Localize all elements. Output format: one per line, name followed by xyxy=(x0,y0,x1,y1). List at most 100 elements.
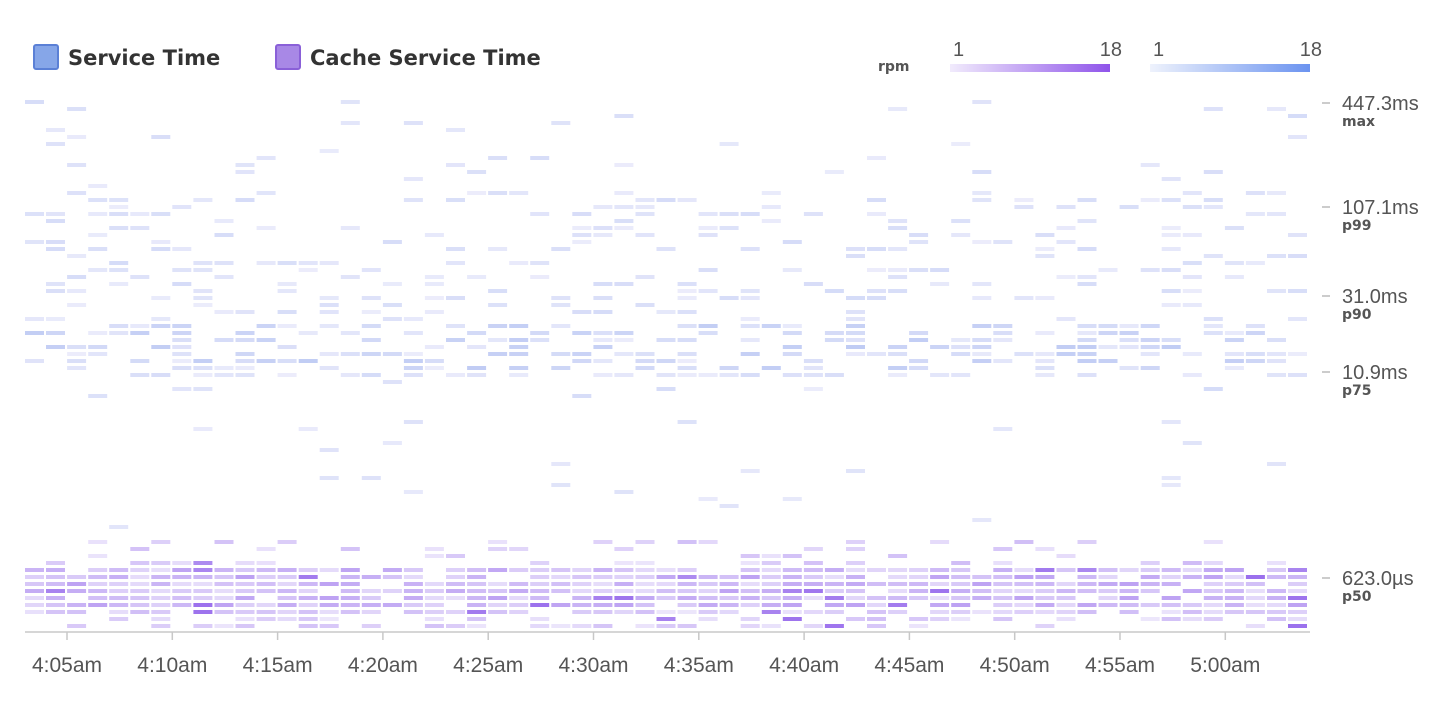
heatmap-cell xyxy=(425,624,444,628)
legend-item-service-time[interactable]: Service Time xyxy=(34,45,220,70)
heatmap-cell xyxy=(1057,275,1076,279)
heatmap-cell xyxy=(446,589,465,593)
heatmap-cell xyxy=(404,610,423,614)
heatmap-cell xyxy=(67,303,86,307)
heatmap-cell xyxy=(593,575,612,579)
heatmap-cell xyxy=(593,596,612,600)
heatmap-cell xyxy=(1288,603,1307,607)
heatmap-cell xyxy=(130,575,149,579)
heatmap-cell xyxy=(257,156,276,160)
heatmap-cell xyxy=(1162,610,1181,614)
heatmap-cell xyxy=(46,610,65,614)
heatmap-cell xyxy=(236,575,255,579)
heatmap-cell xyxy=(299,261,318,265)
heatmap-cell xyxy=(657,610,676,614)
heatmap-cell xyxy=(488,156,507,160)
heatmap-cell xyxy=(320,296,339,300)
heatmap-cell xyxy=(804,610,823,614)
heatmap-cell xyxy=(993,547,1012,551)
heatmap-cell xyxy=(783,268,802,272)
heatmap-cell xyxy=(888,289,907,293)
heatmap-cell xyxy=(593,373,612,377)
heatmap-cell xyxy=(846,575,865,579)
heatmap-cell xyxy=(383,282,402,286)
heatmap-cell xyxy=(678,582,697,586)
heatmap-cell xyxy=(425,275,444,279)
heatmap-cell xyxy=(425,617,444,621)
heatmap-cell xyxy=(257,261,276,265)
heatmap-cell xyxy=(1183,603,1202,607)
heatmap-cell xyxy=(1204,254,1223,258)
heatmap-cell xyxy=(341,610,360,614)
heatmap-cell xyxy=(930,617,949,621)
heatmap-cell xyxy=(762,561,781,565)
heatmap-cell xyxy=(1014,589,1033,593)
heatmap-cell xyxy=(614,610,633,614)
heatmap-cell xyxy=(614,331,633,335)
heatmap-cell xyxy=(278,373,297,377)
color-scale-min-purple: 1 xyxy=(953,39,964,61)
heatmap-cell xyxy=(257,589,276,593)
heatmap-cell xyxy=(1078,373,1097,377)
heatmap-cell xyxy=(236,366,255,370)
heatmap-cell xyxy=(1078,275,1097,279)
heatmap-cell xyxy=(236,617,255,621)
heatmap-cell xyxy=(130,596,149,600)
heatmap-cell xyxy=(720,610,739,614)
heatmap-cell xyxy=(657,596,676,600)
heatmap-cell xyxy=(888,610,907,614)
heatmap-cell xyxy=(446,624,465,628)
legend-item-cache-service-time[interactable]: Cache Service Time xyxy=(276,45,541,70)
heatmap-cell xyxy=(678,610,697,614)
heatmap-cell xyxy=(530,582,549,586)
heatmap-cell xyxy=(193,366,212,370)
heatmap-cell xyxy=(404,596,423,600)
heatmap-cell xyxy=(320,568,339,572)
heatmap-cell xyxy=(1057,345,1076,349)
heatmap-cell xyxy=(636,596,655,600)
heatmap-cell xyxy=(509,345,528,349)
heatmap-cell xyxy=(1204,610,1223,614)
heatmap-cell xyxy=(488,596,507,600)
heatmap-cell xyxy=(1288,317,1307,321)
heatmap-cell xyxy=(25,317,44,321)
heatmap-cell xyxy=(341,589,360,593)
heatmap-cell xyxy=(593,540,612,544)
heatmap-cell xyxy=(362,610,381,614)
heatmap-cell xyxy=(1183,352,1202,356)
heatmap-cell xyxy=(678,310,697,314)
heatmap-cell xyxy=(236,198,255,202)
heatmap-cell xyxy=(1204,107,1223,111)
heatmap-cell xyxy=(972,359,991,363)
heatmap-cell xyxy=(930,540,949,544)
heatmap-cell xyxy=(846,247,865,251)
heatmap-cell xyxy=(1057,582,1076,586)
heatmap-cell xyxy=(867,603,886,607)
heatmap-cell xyxy=(1246,582,1265,586)
heatmap-cell xyxy=(299,603,318,607)
heatmap-cell xyxy=(678,289,697,293)
heatmap-cell xyxy=(1141,268,1160,272)
legend: Service Time Cache Service Time xyxy=(34,45,541,70)
heatmap-cell xyxy=(909,589,928,593)
heatmap-cell xyxy=(193,387,212,391)
heatmap-cell xyxy=(783,345,802,349)
x-tick-label: 4:20am xyxy=(348,654,418,677)
heatmap-cell xyxy=(1035,247,1054,251)
heatmap-cell xyxy=(215,603,234,607)
heatmap-cell xyxy=(1288,617,1307,621)
heatmap-cell xyxy=(509,603,528,607)
heatmap-cell xyxy=(1057,617,1076,621)
heatmap-cell xyxy=(593,296,612,300)
heatmap-cell xyxy=(172,359,191,363)
heatmap-cell xyxy=(341,575,360,579)
heatmap-cell xyxy=(678,366,697,370)
heatmap-cell xyxy=(867,610,886,614)
heatmap-cell xyxy=(109,198,128,202)
heatmap-cell xyxy=(1078,589,1097,593)
heatmap-cell xyxy=(509,589,528,593)
heatmap-cell xyxy=(215,373,234,377)
heatmap-cell xyxy=(362,589,381,593)
heatmap-cell xyxy=(1204,205,1223,209)
heatmap-cell xyxy=(1035,352,1054,356)
